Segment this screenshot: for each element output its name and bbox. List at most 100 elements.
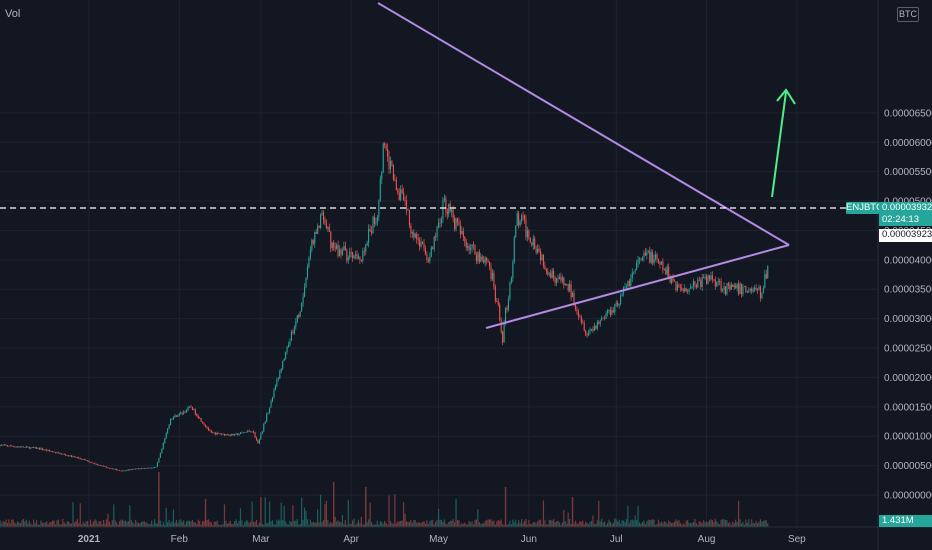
candle-body: [762, 288, 764, 293]
candle-body: [206, 426, 208, 428]
candle-body: [164, 438, 166, 444]
triangle-upper-line[interactable]: [377, 2, 790, 246]
volume-bar: [25, 519, 27, 527]
candle-body: [191, 406, 193, 410]
candle-body: [573, 292, 575, 305]
volume-bar: [51, 520, 54, 527]
volume-bar: [338, 522, 341, 527]
volume-bar: [378, 524, 380, 527]
volume-bar: [621, 520, 623, 527]
volume-bar: [136, 522, 138, 527]
candle-body: [484, 257, 486, 263]
volume-spike-bar: [571, 497, 574, 527]
volume-bar: [133, 523, 135, 527]
candle-body: [350, 252, 352, 253]
volume-bar: [242, 524, 244, 527]
candle-body: [754, 287, 756, 291]
volume-bar: [18, 522, 20, 527]
candle-body: [271, 397, 274, 402]
candle-body: [52, 451, 54, 453]
volume-bar: [672, 522, 674, 527]
volume-indicator-label[interactable]: Vol: [5, 8, 21, 20]
volume-bar: [726, 520, 728, 527]
volume-bar: [590, 520, 593, 527]
candle-body: [522, 215, 524, 217]
volume-bar: [684, 524, 686, 527]
volume-bar: [89, 519, 92, 527]
volume-bar: [389, 521, 392, 527]
candle-body: [218, 432, 220, 434]
volume-bar: [328, 524, 330, 527]
volume-bar: [477, 509, 479, 527]
volume-bar: [146, 522, 148, 527]
candle-body: [555, 278, 558, 283]
candle-body: [666, 266, 668, 275]
candle-body: [151, 467, 153, 469]
candle-body: [662, 261, 664, 270]
volume-bar: [110, 524, 112, 527]
time-axis[interactable]: 2021 Feb Mar Apr May Jun Jul Aug Sep: [78, 534, 806, 545]
volume-bar: [401, 520, 403, 527]
triangle-lower-line[interactable]: [485, 244, 790, 329]
volume-bar: [177, 523, 179, 527]
candle-body: [269, 407, 271, 414]
volume-bar: [22, 519, 25, 527]
volume-bar: [360, 516, 362, 527]
candle-body: [133, 468, 135, 470]
volume-bar: [94, 519, 96, 527]
volume-bar: [120, 519, 122, 527]
candle-body: [349, 252, 351, 258]
candle-body: [82, 459, 84, 460]
volume-bar: [349, 523, 351, 527]
candle-body: [700, 280, 702, 288]
volume-bar: [397, 521, 399, 527]
price-tick-label: 0.00006000: [884, 138, 932, 149]
volume-bar: [682, 523, 684, 527]
candle-body: [534, 238, 536, 249]
volume-bar: [557, 520, 559, 527]
volume-bar: [165, 507, 167, 527]
volume-bar: [631, 519, 633, 527]
candle-body: [659, 262, 661, 265]
candle-body: [483, 259, 485, 263]
candle-body: [274, 385, 276, 390]
candle-body: [231, 433, 233, 436]
volume-bar: [276, 519, 278, 527]
candle-body: [663, 268, 665, 270]
candle-body: [207, 427, 209, 430]
candle-body: [309, 249, 311, 258]
volume-bar: [392, 523, 395, 527]
candle-body: [538, 248, 540, 252]
volume-bar: [305, 510, 307, 527]
candle-body: [320, 214, 322, 228]
candle-body: [188, 406, 191, 408]
volume-bar: [669, 521, 671, 527]
candle-body: [550, 273, 552, 278]
volume-bar: [101, 524, 103, 527]
volume-bar: [534, 522, 536, 527]
candle-body: [60, 453, 62, 455]
candle-body: [152, 467, 154, 469]
price-tick-label: 0.00002000: [884, 373, 932, 384]
candle-body: [84, 459, 86, 460]
volume-bar: [312, 522, 314, 527]
volume-bar: [202, 521, 204, 527]
volume-bar: [372, 524, 374, 527]
candle-body: [570, 284, 572, 298]
candle-body: [589, 329, 591, 333]
currency-unit-badge[interactable]: BTC: [897, 7, 919, 22]
volume-bar: [267, 522, 269, 527]
candle-body: [707, 275, 709, 284]
candle-body: [560, 276, 562, 281]
candle-body: [156, 462, 159, 467]
volume-bar: [118, 521, 121, 527]
volume-spike-bar: [260, 497, 262, 527]
candle-body: [456, 218, 459, 223]
price-tick-label: 0.00003000: [884, 314, 932, 325]
candle-body: [283, 358, 285, 361]
candle-body: [142, 468, 144, 469]
volume-bar: [717, 523, 719, 527]
candle-body: [78, 457, 80, 459]
volume-bar: [223, 504, 226, 527]
